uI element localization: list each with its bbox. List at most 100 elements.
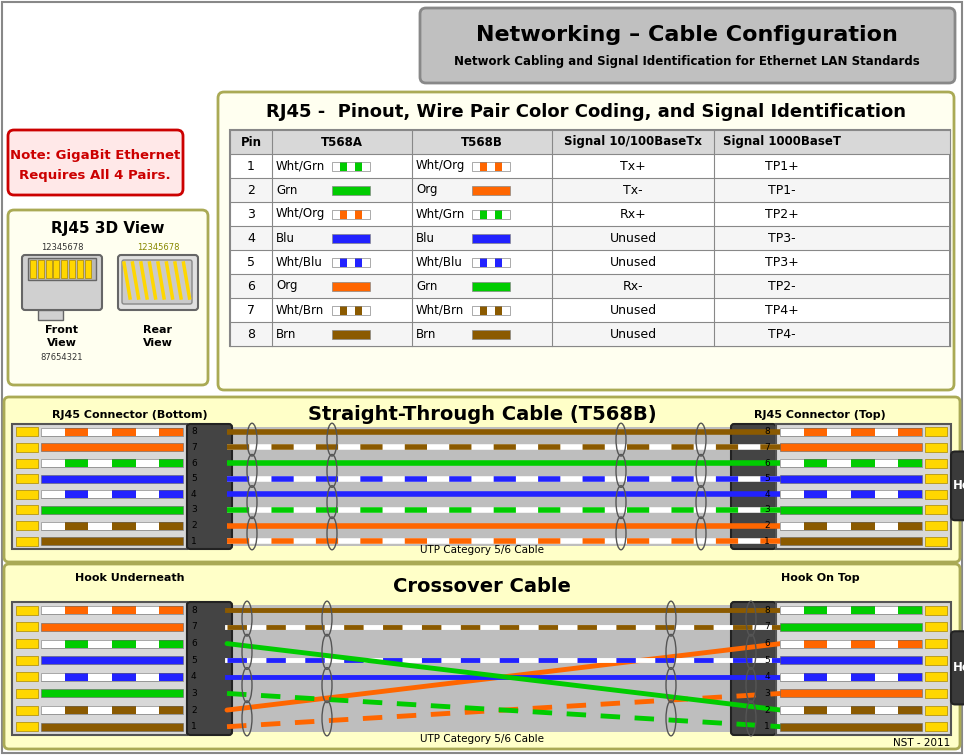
Bar [89, 490, 112, 498]
Bar [780, 656, 922, 664]
Bar [136, 639, 159, 648]
Bar [874, 606, 898, 615]
Text: Blu: Blu [276, 232, 295, 245]
Bar [332, 282, 370, 291]
Bar [38, 310, 63, 320]
Bar [16, 689, 38, 698]
Text: Wht/Brn: Wht/Brn [276, 304, 324, 316]
Bar [16, 490, 38, 499]
Bar [804, 606, 827, 615]
Text: Unused: Unused [609, 255, 656, 269]
Text: Wht/Grn: Wht/Grn [416, 208, 466, 220]
Text: 5: 5 [764, 655, 770, 664]
Bar [41, 490, 65, 498]
Bar [339, 257, 347, 267]
Bar [12, 424, 187, 549]
Bar [136, 428, 159, 436]
Bar [780, 459, 922, 467]
Bar [827, 490, 851, 498]
Bar [851, 459, 874, 467]
Bar [780, 506, 922, 514]
Text: Rx+: Rx+ [620, 208, 647, 220]
Bar [827, 428, 851, 436]
Text: 6: 6 [247, 279, 254, 292]
Bar [332, 306, 370, 315]
Bar [112, 639, 136, 648]
Text: 6: 6 [764, 458, 770, 467]
Bar [53, 260, 60, 278]
Text: 12345678: 12345678 [137, 244, 179, 252]
Bar [89, 428, 112, 436]
Bar [780, 490, 804, 498]
Bar [231, 250, 949, 274]
Text: Wht/Brn: Wht/Brn [416, 304, 465, 316]
Bar [780, 606, 922, 615]
Bar [16, 639, 38, 648]
Bar [332, 329, 370, 338]
Bar [780, 639, 804, 648]
Text: Hook Underneath: Hook Underneath [75, 573, 185, 583]
Bar [16, 521, 38, 530]
Text: 3: 3 [247, 208, 254, 220]
Text: TP4-: TP4- [768, 328, 796, 341]
Text: Wht/Grn: Wht/Grn [276, 159, 325, 172]
Text: View: View [47, 338, 77, 348]
Bar [780, 623, 922, 631]
Bar [804, 639, 827, 648]
Bar [16, 672, 38, 681]
Text: Requires All 4 Pairs.: Requires All 4 Pairs. [19, 170, 171, 183]
Bar [925, 606, 947, 615]
Bar [16, 723, 38, 731]
FancyBboxPatch shape [951, 631, 964, 704]
Text: 7: 7 [764, 622, 770, 631]
Bar [41, 606, 183, 615]
Text: 4: 4 [764, 490, 770, 499]
Bar [347, 306, 355, 315]
Bar [85, 260, 91, 278]
Bar [780, 689, 922, 698]
Bar [780, 475, 922, 482]
Bar [472, 233, 510, 242]
Bar [851, 673, 874, 681]
Bar [355, 257, 362, 267]
Text: Org: Org [276, 279, 298, 292]
Text: Crossover Cable: Crossover Cable [393, 577, 571, 596]
Text: Signal 10/100BaseTx: Signal 10/100BaseTx [564, 135, 702, 149]
Bar [347, 162, 355, 171]
Bar [472, 329, 510, 338]
Bar [339, 306, 347, 315]
Bar [112, 522, 136, 529]
Text: Hook On Top: Hook On Top [781, 573, 859, 583]
Bar [472, 306, 510, 315]
Bar [231, 178, 949, 202]
Bar [804, 706, 827, 714]
Bar [472, 209, 510, 218]
Text: 8: 8 [247, 328, 255, 341]
Text: Hook: Hook [953, 661, 964, 674]
Text: 1: 1 [191, 537, 197, 546]
Bar [925, 723, 947, 731]
Text: Wht/Blu: Wht/Blu [416, 255, 463, 269]
Bar [41, 459, 65, 467]
Bar [780, 606, 804, 615]
Bar [230, 130, 950, 154]
Bar [487, 209, 495, 218]
Bar [65, 606, 89, 615]
Bar [804, 673, 827, 681]
Bar [41, 606, 65, 615]
Text: Brn: Brn [276, 328, 296, 341]
Text: Rx-: Rx- [623, 279, 643, 292]
Bar [780, 522, 804, 529]
Bar [16, 427, 38, 436]
Text: 5: 5 [764, 474, 770, 483]
Bar [41, 689, 183, 698]
Text: 5: 5 [247, 255, 255, 269]
Bar [362, 257, 370, 267]
Bar [874, 639, 898, 648]
Bar [925, 521, 947, 530]
Text: Tx+: Tx+ [620, 159, 646, 172]
Bar [780, 490, 922, 498]
Bar [41, 656, 183, 664]
Bar [159, 490, 183, 498]
Bar [16, 443, 38, 452]
